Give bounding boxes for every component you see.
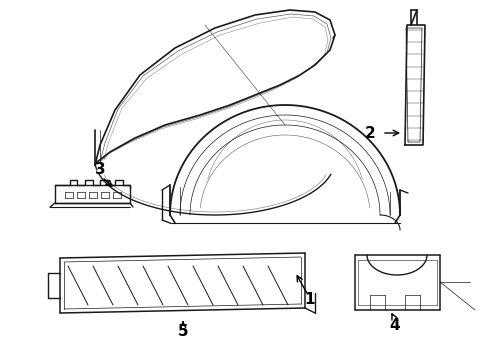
Text: 4: 4 bbox=[390, 318, 400, 333]
Text: 3: 3 bbox=[95, 162, 105, 177]
Text: 2: 2 bbox=[365, 126, 375, 140]
Text: 1: 1 bbox=[305, 292, 315, 307]
Text: 5: 5 bbox=[178, 324, 188, 339]
